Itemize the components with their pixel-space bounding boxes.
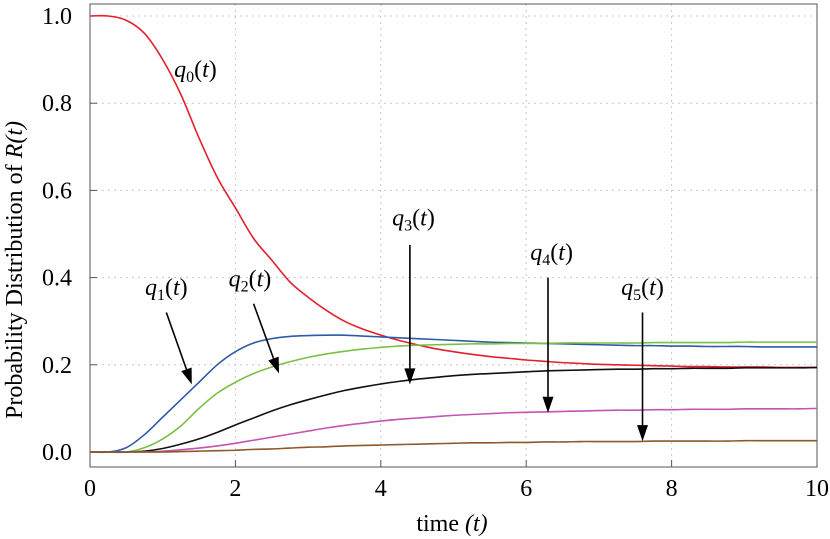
x-tick-label: 10 xyxy=(805,476,829,502)
arrow-head-q2 xyxy=(268,356,280,374)
annotations: q0(t) q1(t) q2(t) q3(t) q4(t) q5(t) xyxy=(145,57,664,442)
arrow-shaft-q1 xyxy=(165,312,188,370)
x-axis-title-text: time xyxy=(416,511,459,537)
annotation-label-q2: q2(t) xyxy=(229,266,272,295)
x-tick-label: 6 xyxy=(520,476,532,502)
y-tick-label: 0.0 xyxy=(42,440,72,466)
plot-frame xyxy=(89,3,818,468)
arrow-head-q5 xyxy=(637,425,649,442)
annotation-label-q1: q1(t) xyxy=(145,275,188,304)
x-tick-label: 0 xyxy=(84,476,96,502)
annotation-q1: q1(t) xyxy=(145,275,192,385)
grid xyxy=(90,4,817,467)
annotation-q3: q3(t) xyxy=(392,205,435,385)
series-lines xyxy=(89,14,818,454)
annotation-q0: q0(t) xyxy=(174,57,217,86)
arrow-shaft-q2 xyxy=(252,303,275,359)
series-line-q4 xyxy=(90,407,818,453)
x-tick-label: 8 xyxy=(666,476,678,502)
series-line-q3 xyxy=(90,366,818,453)
y-tick-label: 0.6 xyxy=(42,178,72,204)
annotation-label-q0: q0(t) xyxy=(174,57,217,86)
y-tick-label: 1.0 xyxy=(42,4,72,30)
series-line-q2 xyxy=(90,341,817,454)
arrow-head-q1 xyxy=(181,367,192,385)
y-tick-label: 0.4 xyxy=(42,266,72,292)
y-axis-title-var: R(t) xyxy=(2,121,28,159)
y-tick-label: 0.2 xyxy=(42,353,72,379)
y-tick-label: 0.8 xyxy=(42,91,72,117)
annotation-label-q4: q4(t) xyxy=(530,240,573,269)
series-line-q5 xyxy=(90,439,817,453)
arrow-head-q4 xyxy=(542,396,554,413)
annotation-label-q5: q5(t) xyxy=(621,275,664,304)
annotation-label-q3: q3(t) xyxy=(392,205,435,234)
x-axis-title-var: (t) xyxy=(465,511,488,537)
axis-ticks: 0 2 4 6 8 10 0.0 0.2 0.4 0.6 0.8 1.0 xyxy=(42,4,829,502)
annotation-q2: q2(t) xyxy=(229,266,280,374)
annotation-q5: q5(t) xyxy=(621,275,664,442)
x-axis-title: time (t) xyxy=(416,511,487,537)
arrow-head-q3 xyxy=(404,368,416,385)
x-tick-label: 2 xyxy=(229,476,241,502)
x-tick-label: 4 xyxy=(375,476,387,502)
y-axis-title: Probability Distribution of R(t) xyxy=(2,121,28,419)
series-line-q1 xyxy=(89,334,817,454)
series-line-q0 xyxy=(89,14,817,369)
annotation-q4: q4(t) xyxy=(530,240,573,413)
y-axis-title-text: Probability Distribution of xyxy=(2,164,28,419)
